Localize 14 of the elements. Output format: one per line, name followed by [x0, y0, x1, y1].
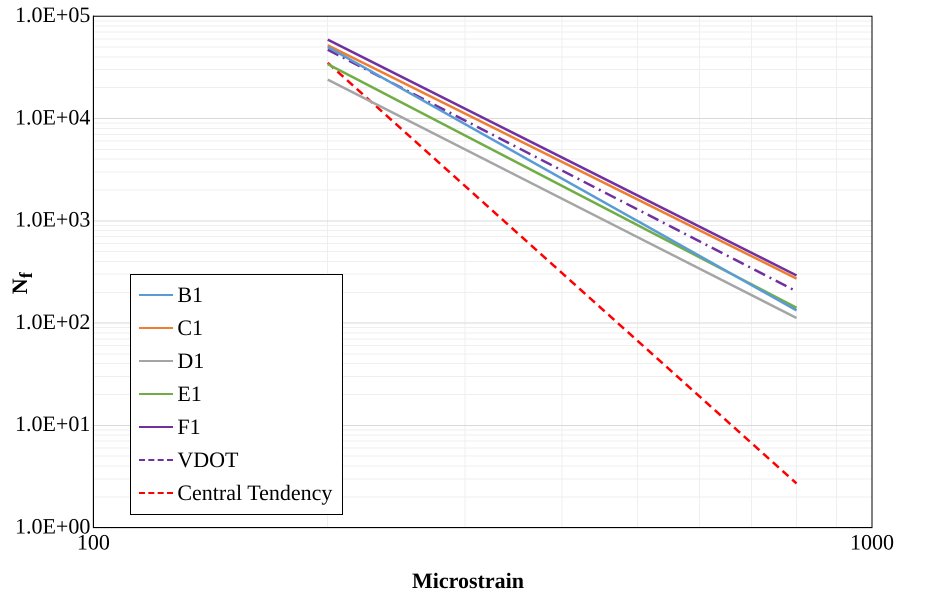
legend-label: D1 — [177, 348, 204, 374]
legend-label: VDOT — [177, 447, 238, 474]
y-tick-label: 1.0E+02 — [14, 308, 90, 334]
y-tick-label: 1.0E+04 — [14, 104, 90, 130]
y-tick-label: 1.0E+01 — [14, 411, 90, 436]
y-tick-label: 1.0E+05 — [14, 2, 90, 27]
legend-label: Central Tendency — [177, 480, 332, 506]
x-tick-label: 1000 — [850, 530, 894, 555]
legend-label: C1 — [177, 315, 204, 342]
y-tick-label: 1.0E+03 — [14, 206, 90, 232]
legend-label: E1 — [177, 381, 202, 408]
legend-label: B1 — [177, 282, 204, 308]
x-axis-title: Microstrain — [410, 568, 525, 594]
legend-label: F1 — [177, 414, 201, 440]
